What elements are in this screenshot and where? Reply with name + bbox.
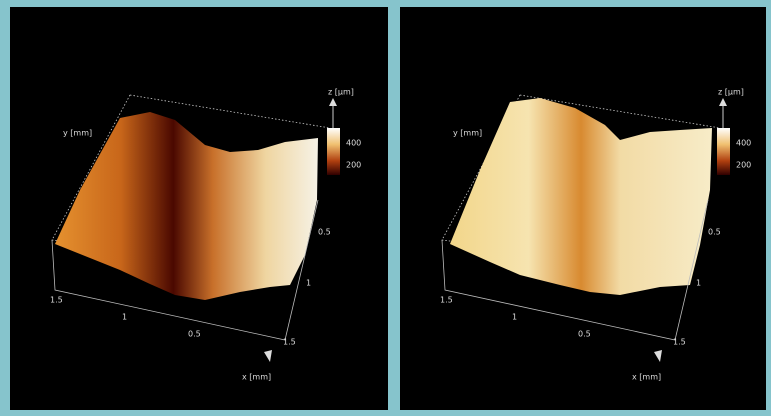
y-label: y [mm] — [453, 129, 482, 138]
front-tick-label: 0.5 — [578, 330, 591, 339]
surface — [55, 112, 318, 300]
surface — [450, 98, 712, 295]
right-tick-label: 1.5 — [673, 338, 686, 347]
z-label: z [µm] — [718, 88, 744, 97]
colorbar — [327, 128, 340, 175]
right-tick-label: 0.5 — [708, 228, 721, 237]
front-tick-label: 1.5 — [440, 296, 453, 305]
x-label: x [mm] — [632, 373, 661, 382]
right-tick-label: 1.5 — [283, 338, 296, 347]
front-tick-label: 0.5 — [188, 330, 201, 339]
z-arrowhead — [329, 98, 337, 106]
colorbar — [717, 128, 730, 175]
front-tick-label: 1 — [122, 313, 127, 322]
front-tick-label: 1 — [512, 313, 517, 322]
axes — [51, 199, 319, 341]
colorbar-tick-label: 200 — [736, 161, 751, 170]
z-arrowhead — [719, 98, 727, 106]
z-label: z [µm] — [328, 88, 354, 97]
right-tick-label: 1 — [696, 279, 701, 288]
axes — [441, 199, 709, 341]
y-label: y [mm] — [63, 129, 92, 138]
colorbar-tick-label: 200 — [346, 161, 361, 170]
x-arrowhead — [264, 350, 272, 362]
colorbar-tick-label: 400 — [346, 139, 361, 148]
x-arrowhead — [654, 350, 662, 362]
colorbar-tick-label: 400 — [736, 139, 751, 148]
x-label: x [mm] — [242, 373, 271, 382]
right-tick-label: 0.5 — [318, 228, 331, 237]
right-tick-label: 1 — [306, 279, 311, 288]
front-tick-label: 1.5 — [50, 296, 63, 305]
